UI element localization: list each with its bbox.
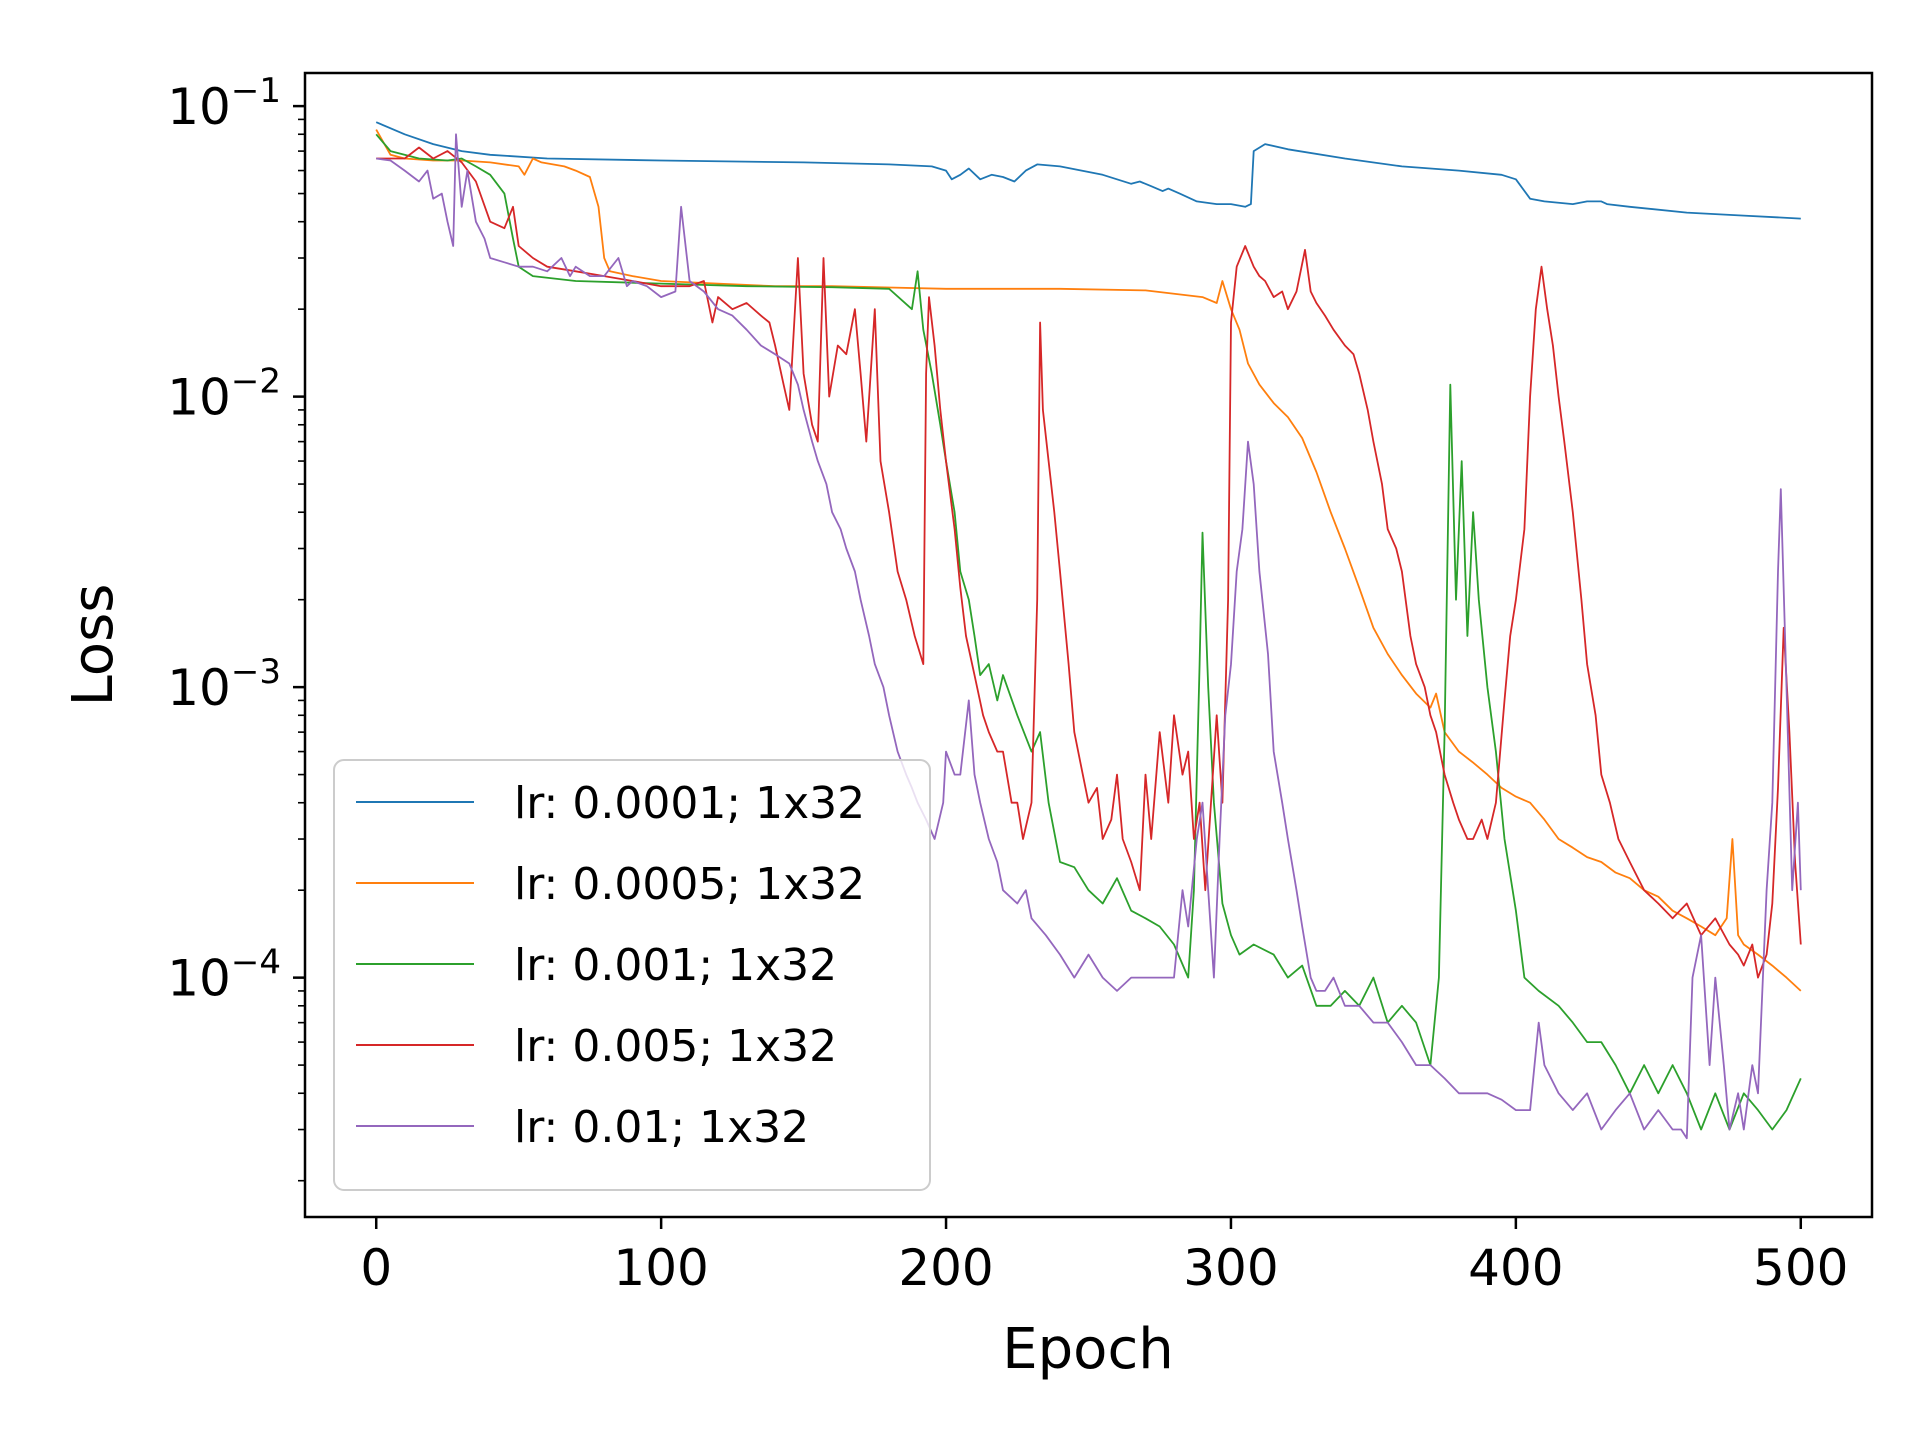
y-tick-label: 10−4 xyxy=(167,943,281,1008)
legend-box xyxy=(333,759,931,1191)
y-tick-label: 10−2 xyxy=(167,362,281,427)
series-layer xyxy=(375,121,1802,1140)
legend: lr: 0.0001; 1x32 lr: 0.0005; 1x32 lr: 0.00… xyxy=(333,759,931,1191)
y-axis-label: Loss xyxy=(61,584,126,707)
legend-label-5: lr: 0.01; 1x32 xyxy=(514,1102,809,1153)
y-axis: 10−1 10−2 10−3 10−4 xyxy=(167,71,305,1182)
legend-label-1: lr: 0.0001; 1x32 xyxy=(514,778,865,829)
x-tick-label: 500 xyxy=(1753,1239,1848,1297)
x-axis: 0 100 200 300 400 500 xyxy=(360,1217,1848,1297)
y-tick-label: 10−1 xyxy=(167,71,281,136)
legend-label-2: lr: 0.0005; 1x32 xyxy=(514,859,865,910)
series-line-5 xyxy=(376,133,1802,1140)
plot-frame xyxy=(303,71,1874,1219)
x-tick-label: 400 xyxy=(1468,1239,1563,1297)
legend-label-4: lr: 0.005; 1x32 xyxy=(514,1021,837,1072)
series-line-2 xyxy=(375,129,1802,992)
series-line-3 xyxy=(375,133,1802,1131)
x-tick-label: 200 xyxy=(898,1239,993,1297)
legend-label-3: lr: 0.001; 1x32 xyxy=(514,940,837,991)
x-axis-label: Epoch xyxy=(1002,1317,1173,1382)
x-tick-label: 300 xyxy=(1183,1239,1278,1297)
series-line-4 xyxy=(376,146,1802,979)
series-line-1 xyxy=(375,121,1801,220)
y-tick-label: 10−3 xyxy=(167,652,281,717)
x-tick-label: 0 xyxy=(360,1239,392,1297)
x-tick-label: 100 xyxy=(613,1239,708,1297)
